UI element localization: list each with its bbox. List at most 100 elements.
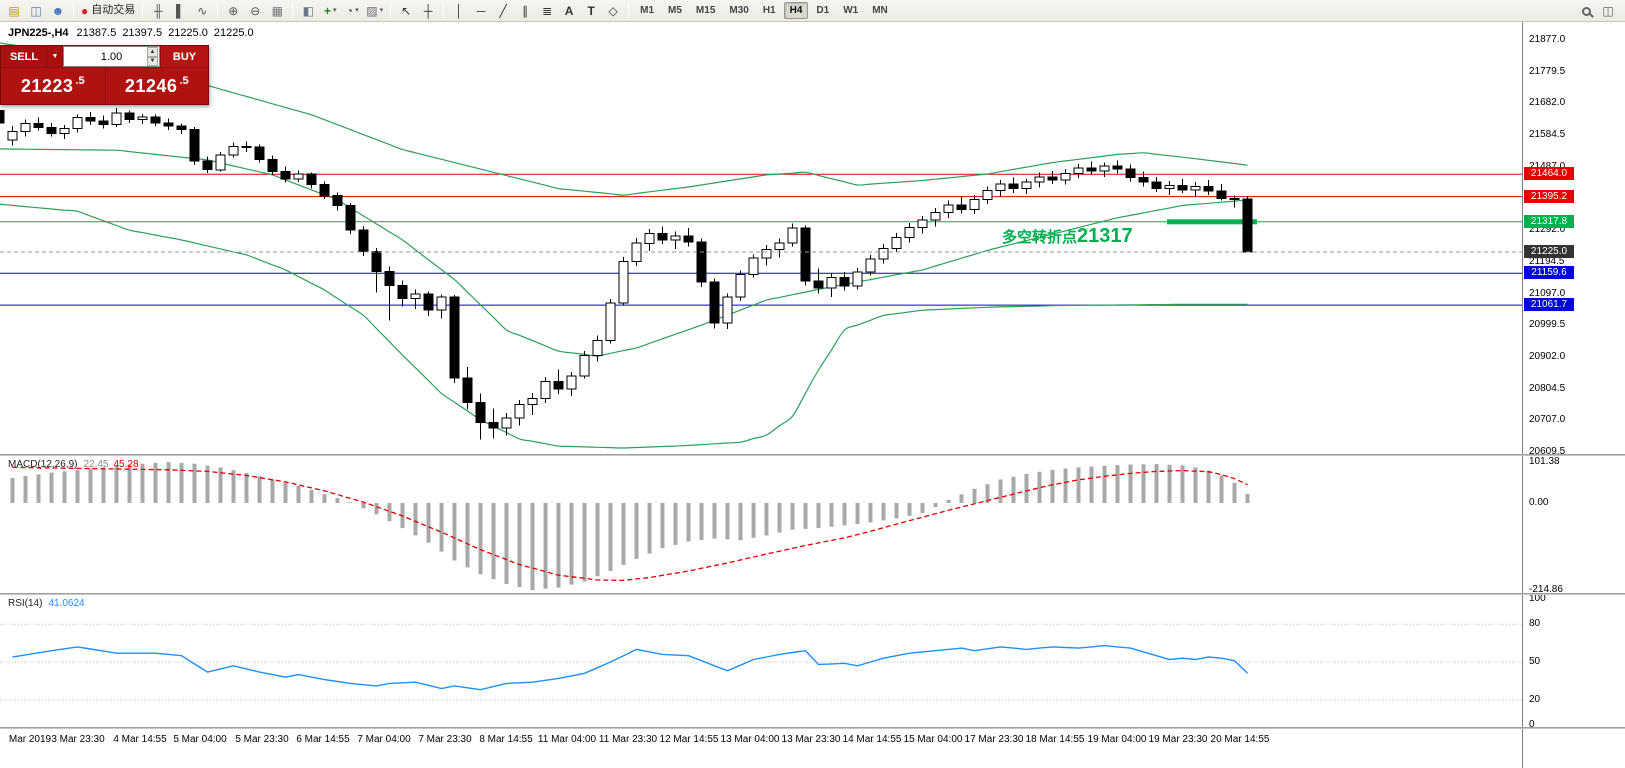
search-icon[interactable] (1576, 2, 1596, 20)
timeframe-button-m15[interactable]: M15 (695, 5, 716, 16)
new-chart-icon[interactable]: ◫ (1598, 2, 1618, 20)
one-click-trading-panel: SELL ▼ 1.00 ▲ ▼ BUY 21223.5 21246.5 (0, 45, 209, 105)
bullish-candle (228, 145, 239, 156)
bearish-candle (332, 195, 343, 206)
bearish-candle (241, 145, 252, 148)
time-axis-label: 17 Mar 23:30 (964, 734, 1024, 745)
timeframe-button-w1[interactable]: W1 (843, 5, 859, 16)
rsi-indicator-pane[interactable]: RSI(14) 41.0624 (0, 595, 1522, 727)
time-axis-label: 13 Mar 23:30 (781, 734, 841, 745)
bullish-candle (72, 117, 83, 129)
line-chart-icon[interactable]: ∿ (192, 2, 212, 20)
timeframe-button-m1[interactable]: M1 (640, 5, 655, 16)
shapes-icon[interactable]: ◇ (603, 2, 623, 20)
price-chart-pane[interactable]: JPN225-,H4 21387.5 21397.5 21225.0 21225.0 S… (0, 22, 1522, 454)
bearish-candle (98, 120, 109, 125)
indicators-button-dropdown[interactable]: ▾ (333, 7, 337, 14)
label-icon[interactable]: T (581, 2, 601, 20)
time-axis-label: 14 Mar 14:55 (842, 734, 902, 745)
bullish-candle (579, 355, 590, 377)
pivot-highlight-segment[interactable] (1167, 219, 1257, 225)
bullish-candle (137, 116, 148, 121)
bar-chart-icon[interactable]: ╫ (148, 2, 168, 20)
volume-input[interactable]: 1.00 ▲ ▼ (63, 46, 160, 67)
price-axis-label: 21779.5 (1529, 66, 1566, 77)
macd-signal-line (12, 466, 1248, 582)
cursor-icon[interactable]: ↖ (396, 2, 416, 20)
templates-button-dropdown[interactable]: ▾ (379, 7, 384, 14)
bearish-candle (1047, 176, 1058, 181)
time-axis[interactable]: Mar 2019 3 Mar 23:30 4 Mar 14:55 5 Mar 04:0… (0, 727, 1522, 768)
close-value: 21225.0 (213, 27, 254, 39)
order-options-dropdown[interactable]: ▼ (47, 46, 63, 67)
candlestick-chart-icon[interactable]: ▌ (170, 2, 190, 20)
price-scale[interactable]: 21877.021779.521682.021584.521487.021389… (1522, 22, 1625, 768)
pane-separator[interactable] (0, 593, 1625, 595)
timeframe-button-m5[interactable]: M5 (668, 5, 682, 16)
bearish-candle (85, 117, 96, 122)
templates-button[interactable]: ▨ ▾ (364, 2, 385, 20)
macd-indicator-pane[interactable]: MACD(12,26,9) 22.45 45.28 (0, 456, 1522, 593)
channel-icon[interactable]: ∥ (515, 2, 535, 20)
volume-up-button[interactable]: ▲ (147, 47, 158, 57)
rsi-label: RSI(14) 41.0624 (8, 598, 85, 609)
price-level-badge: 21159.6 (1524, 266, 1574, 279)
timeframe-button-h1[interactable]: H1 (762, 5, 776, 16)
trendline-icon-glyph: ╱ (499, 3, 507, 18)
volume-stepper: ▲ ▼ (147, 47, 158, 66)
rsi-svg (0, 623, 1522, 701)
bearish-candle (280, 171, 291, 180)
bearish-candle (33, 123, 44, 128)
bearish-candle (813, 280, 824, 289)
indicators-button-glyph: + (323, 3, 331, 18)
sell-price-display[interactable]: 21223.5 (1, 68, 105, 104)
sell-button[interactable]: SELL (1, 46, 47, 67)
bearish-candle (1008, 183, 1019, 190)
time-axis-label: 18 Mar 14:55 (1025, 734, 1085, 745)
horizontal-line-icon[interactable]: ─ (471, 2, 491, 20)
line-chart-icon-glyph: ∿ (197, 3, 208, 18)
auto-trading-button[interactable]: ● 自动交易 (79, 2, 137, 20)
crosshair-icon[interactable]: ┼ (418, 2, 438, 20)
text-icon[interactable]: A (559, 2, 579, 20)
new-order-icon[interactable]: ▤ (4, 2, 24, 20)
bullish-candle (1034, 176, 1045, 183)
bearish-candle (1229, 197, 1240, 200)
vertical-line-icon[interactable]: │ (449, 2, 469, 20)
periods-button-dropdown[interactable]: ▾ (355, 7, 359, 14)
periods-button[interactable]: ◔ ▾ (342, 2, 362, 20)
tile-windows-icon[interactable]: ◧ (298, 2, 318, 20)
timeframe-button-mn[interactable]: MN (872, 5, 888, 16)
bullish-candle (592, 340, 603, 357)
bearish-candle (956, 204, 967, 210)
volume-down-button[interactable]: ▼ (147, 56, 158, 66)
bullish-candle (501, 417, 512, 429)
grid-icon[interactable]: ▦ (267, 2, 287, 20)
zoom-out-icon[interactable]: ⊖ (245, 2, 265, 20)
price-level-badge: 21395.2 (1524, 190, 1574, 203)
timeframe-button-m30[interactable]: M30 (729, 5, 749, 16)
fibonacci-icon[interactable]: ≣ (537, 2, 557, 20)
charts-icon[interactable]: ◫ (26, 2, 46, 20)
zoom-in-icon[interactable]: ⊕ (223, 2, 243, 20)
bullish-candle (514, 404, 525, 419)
text-icon-glyph: A (564, 3, 574, 18)
indicators-button[interactable]: + ▾ (320, 2, 340, 20)
profiles-icon[interactable]: ☻ (48, 2, 68, 20)
price-axis-label: 21292.0 (1529, 224, 1566, 235)
trendline-icon[interactable]: ╱ (493, 2, 513, 20)
pivot-annotation[interactable]: 多空转折点21317 (1002, 225, 1133, 248)
pane-separator[interactable] (0, 454, 1625, 456)
high-value: 21397.5 (122, 27, 163, 39)
bearish-candle (696, 241, 707, 283)
toolbar-separator (217, 3, 219, 18)
bullish-candle (527, 398, 538, 406)
pivot-annotation-number: 21317 (1077, 225, 1133, 247)
bearish-candle (176, 125, 187, 130)
bearish-candle (683, 235, 694, 243)
timeframe-button-h4[interactable]: H4 (783, 2, 809, 19)
buy-button[interactable]: BUY (160, 46, 208, 67)
buy-price-display[interactable]: 21246.5 (104, 68, 208, 104)
toolbar-separator (292, 3, 294, 18)
timeframe-button-d1[interactable]: D1 (816, 5, 830, 16)
